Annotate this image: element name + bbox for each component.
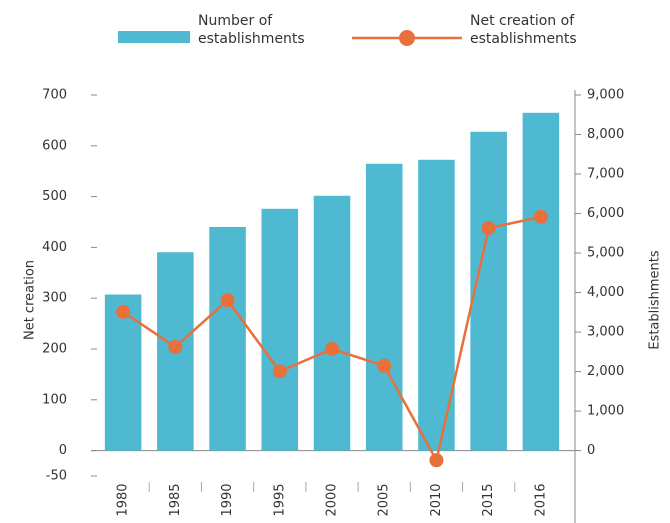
marker	[272, 364, 287, 379]
x-tick-label: 2010	[429, 483, 444, 516]
x-tick-label: 1980	[116, 483, 131, 516]
legend-swatch-marker	[399, 30, 415, 46]
y-tick-label: 0	[59, 443, 67, 458]
x-tick-label: 2000	[325, 483, 340, 516]
y2-tick-label: 3,000	[587, 325, 624, 340]
legend-label: Net creation of establishments	[470, 13, 577, 47]
legend-swatch-bar	[118, 31, 190, 43]
marker	[220, 293, 235, 308]
y-tick-label: 300	[42, 291, 67, 306]
marker	[533, 209, 548, 224]
y-tick-label: 700	[42, 88, 67, 103]
x-tick-label: 2016	[533, 483, 548, 516]
marker	[377, 358, 392, 373]
x-tick-label: 2015	[481, 483, 496, 516]
marker	[481, 221, 496, 236]
y-tick-label: 100	[42, 392, 67, 407]
bar	[522, 112, 560, 451]
marker	[325, 342, 339, 356]
bar	[209, 226, 246, 451]
y-axis-label: Net creation	[23, 260, 38, 340]
y2-tick-label: 1,000	[587, 404, 624, 419]
y-tick-label: 400	[42, 240, 67, 255]
marker	[168, 339, 183, 354]
bar	[365, 163, 403, 451]
y-tick-label: 200	[42, 342, 67, 357]
x-tick-label: 2005	[377, 483, 392, 516]
bar	[470, 131, 507, 451]
y2-tick-label: 0	[587, 443, 595, 458]
y2-tick-label: 8,000	[587, 127, 624, 142]
y2-tick-label: 9,000	[587, 88, 624, 103]
legend-label: Number of establishments	[198, 13, 305, 47]
marker	[116, 304, 131, 319]
y2-tick-label: 2,000	[587, 364, 624, 379]
y2-tick-label: 4,000	[587, 285, 624, 300]
y2-tick-label: 6,000	[587, 206, 624, 221]
y2-tick-label: 7,000	[587, 167, 624, 182]
y-tick-label: 500	[42, 189, 67, 204]
bar	[313, 195, 351, 451]
bar	[261, 208, 299, 451]
marker	[429, 453, 444, 468]
x-tick-label: 1985	[168, 483, 183, 516]
y2-axis-label: Establishments	[648, 250, 663, 350]
y-tick-label: -50	[46, 469, 67, 484]
y-tick-label: 600	[42, 138, 67, 153]
x-tick-label: 1990	[220, 483, 235, 516]
x-tick-label: 1995	[272, 483, 287, 516]
y2-tick-label: 5,000	[587, 246, 624, 261]
